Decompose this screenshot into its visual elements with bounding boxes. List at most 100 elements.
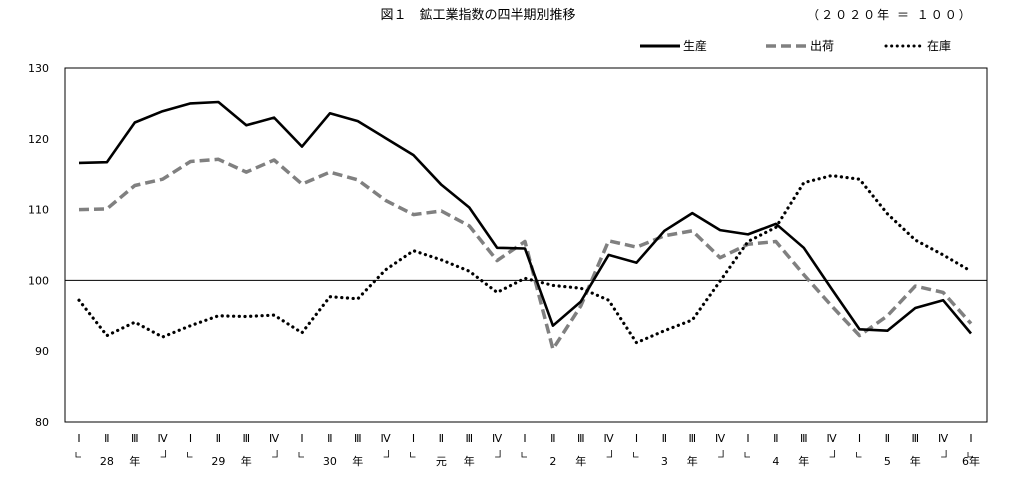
x-tick-label: Ⅰ bbox=[858, 432, 861, 445]
x-tick-label: Ⅳ bbox=[938, 432, 949, 445]
x-tick-label: Ⅱ bbox=[550, 432, 555, 445]
series-0-point bbox=[580, 301, 581, 302]
series-1-point bbox=[497, 260, 498, 261]
year-bracket-end bbox=[272, 450, 278, 458]
x-tick-label: Ⅳ bbox=[827, 432, 838, 445]
x-tick-label: Ⅰ bbox=[189, 432, 192, 445]
legend-label-shipments: 出荷 bbox=[810, 39, 834, 53]
x-year-label: 6年 bbox=[962, 454, 980, 468]
series-0-point bbox=[301, 146, 302, 147]
series-1-point bbox=[78, 209, 79, 210]
y-axis: 80 90 100 110 120 130 bbox=[28, 62, 49, 429]
x-year-label: 3 bbox=[661, 455, 668, 468]
series-1-point bbox=[524, 241, 525, 242]
x-year-label: 年 bbox=[352, 454, 363, 468]
series-0-point bbox=[106, 162, 107, 163]
x-year-label: 29 bbox=[211, 455, 225, 468]
x-year-label: 年 bbox=[464, 454, 475, 468]
x-year-label: 年 bbox=[687, 454, 698, 468]
series-1-point bbox=[943, 292, 944, 293]
series-2-point bbox=[552, 285, 553, 286]
series-1-point bbox=[385, 200, 386, 201]
series-1-point bbox=[636, 247, 637, 248]
series-0-point bbox=[134, 122, 135, 123]
series-2-point bbox=[747, 241, 748, 242]
series-2-point bbox=[357, 298, 358, 299]
series-0-point bbox=[775, 223, 776, 224]
series-2-point bbox=[943, 254, 944, 255]
series-1-point bbox=[580, 305, 581, 306]
x-year-label: 元 bbox=[436, 455, 447, 468]
series-2-point bbox=[274, 314, 275, 315]
x-tick-label: Ⅲ bbox=[911, 432, 919, 445]
series-0-point bbox=[608, 254, 609, 255]
x-tick-label: Ⅲ bbox=[354, 432, 362, 445]
series-1-point bbox=[915, 285, 916, 286]
x-tick-label: Ⅰ bbox=[77, 432, 80, 445]
series-0-point bbox=[859, 329, 860, 330]
x-tick-label: Ⅱ bbox=[662, 432, 667, 445]
year-bracket-end bbox=[718, 450, 724, 458]
x-year-label: 28 bbox=[100, 455, 114, 468]
series-1-point bbox=[134, 185, 135, 186]
series-2-point bbox=[524, 278, 525, 279]
series-layer bbox=[77, 100, 973, 351]
x-year-label: 5 bbox=[884, 455, 891, 468]
x-tick-label: Ⅳ bbox=[604, 432, 615, 445]
series-2-point bbox=[190, 325, 191, 326]
series-0-point bbox=[246, 125, 247, 126]
plot-area-frame bbox=[64, 67, 988, 423]
series-0-point bbox=[970, 333, 971, 334]
year-bracket-start bbox=[187, 452, 193, 458]
series-1-point bbox=[246, 171, 247, 172]
series-0-point bbox=[385, 137, 386, 138]
series-1-point bbox=[831, 305, 832, 306]
series-1-point bbox=[106, 208, 107, 209]
series-1-point bbox=[970, 323, 971, 324]
series-0-point bbox=[274, 117, 275, 118]
y-tick-label: 80 bbox=[35, 416, 49, 429]
x-axis: Ⅰ Ⅱ Ⅲ Ⅳ Ⅰ Ⅱ Ⅲ Ⅳ Ⅰ Ⅱ Ⅲ Ⅳ Ⅰ Ⅱ Ⅲ Ⅳ Ⅰ Ⅱ Ⅲ Ⅳ Ⅰ Ⅱ Ⅲ Ⅳ Ⅰ Ⅱ Ⅲ Ⅳ Ⅰ Ⅱ Ⅲ Ⅳ Ⅰ 28 年 29 年 3… bbox=[75, 432, 980, 468]
year-bracket-end bbox=[829, 450, 836, 458]
series-1-point bbox=[887, 315, 888, 316]
year-bracket-end bbox=[160, 450, 167, 458]
x-tick-label: Ⅱ bbox=[439, 432, 444, 445]
series-1-point bbox=[357, 179, 358, 180]
series-2-point bbox=[218, 315, 219, 316]
series-2-point bbox=[497, 292, 498, 293]
x-tick-label: Ⅳ bbox=[381, 432, 392, 445]
series-0-point bbox=[915, 307, 916, 308]
series-2-point bbox=[803, 182, 804, 183]
series-0-point bbox=[552, 325, 553, 326]
series-0-point bbox=[803, 247, 804, 248]
x-tick-label: Ⅳ bbox=[158, 432, 169, 445]
y-tick-label: 110 bbox=[28, 204, 49, 217]
series-0-point bbox=[413, 154, 414, 155]
series-1-point bbox=[664, 235, 665, 236]
year-bracket-end bbox=[606, 450, 613, 458]
x-tick-label: Ⅰ bbox=[523, 432, 526, 445]
series-2-point bbox=[162, 336, 163, 337]
series-1-point bbox=[469, 225, 470, 226]
series-0-point bbox=[524, 248, 525, 249]
series-0-point bbox=[720, 230, 721, 231]
series-2-point bbox=[831, 175, 832, 176]
series-2-point bbox=[78, 300, 79, 301]
series-2-point bbox=[887, 213, 888, 214]
series-0-point bbox=[692, 213, 693, 214]
series-1-point bbox=[608, 240, 609, 241]
year-bracket-start bbox=[967, 452, 973, 458]
year-bracket-start bbox=[410, 452, 416, 458]
series-2-point bbox=[301, 332, 302, 333]
series-2-point bbox=[664, 330, 665, 331]
series-line-1 bbox=[78, 157, 973, 351]
year-bracket-start bbox=[298, 452, 304, 458]
series-0-point bbox=[329, 113, 330, 114]
series-0-point bbox=[441, 184, 442, 185]
series-2-point bbox=[692, 319, 693, 320]
series-2-point bbox=[385, 269, 386, 270]
series-0-point bbox=[357, 121, 358, 122]
series-2-point bbox=[608, 300, 609, 301]
legend: 生産 出荷 在庫 bbox=[640, 38, 951, 53]
